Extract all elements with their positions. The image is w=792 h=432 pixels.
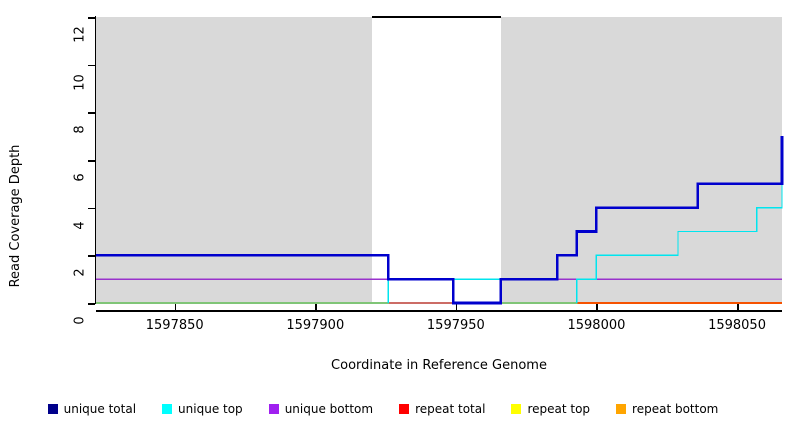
legend-label: repeat bottom xyxy=(632,402,719,416)
y-tick-label-wrap: 12 xyxy=(46,10,88,43)
y-tick xyxy=(88,64,95,67)
x-tick xyxy=(455,304,458,311)
legend-item-unique-top: unique top xyxy=(162,402,243,416)
y-tick xyxy=(88,160,95,162)
legend-label: unique bottom xyxy=(284,402,374,416)
legend-swatch xyxy=(47,404,58,414)
y-tick-label: 8 xyxy=(72,125,88,134)
x-tick-label: 1598000 xyxy=(567,318,626,333)
x-tick-label: 1598050 xyxy=(708,318,766,333)
legend-item-repeat-bottom: repeat bottom xyxy=(616,402,718,416)
y-tick xyxy=(88,255,95,257)
x-tick xyxy=(174,304,177,311)
y-tick xyxy=(88,112,95,114)
y-tick-label: 2 xyxy=(72,268,88,277)
legend-item-unique-bottom: unique bottom xyxy=(268,402,374,416)
legend-swatch xyxy=(162,404,173,414)
y-tick-label-wrap: 10 xyxy=(46,58,88,91)
x-tick xyxy=(596,304,599,311)
y-axis-line xyxy=(95,16,96,304)
legend-swatch xyxy=(268,404,279,414)
x-axis-label: Coordinate in Reference Genome xyxy=(331,358,547,373)
x-axis-line xyxy=(96,310,782,312)
legend-item-repeat-top: repeat top xyxy=(511,402,590,416)
y-tick xyxy=(88,17,95,19)
y-tick-label: 6 xyxy=(72,173,88,182)
y-tick-label: 12 xyxy=(72,26,88,43)
series-line-unique-bottom xyxy=(96,278,782,304)
y-tick-label-wrap: 4 xyxy=(46,201,88,229)
legend-swatch xyxy=(399,404,410,414)
series-line-unique-top xyxy=(96,160,783,304)
y-axis-label: Read Coverage Depth xyxy=(8,144,23,288)
x-tick xyxy=(315,304,317,311)
y-tick xyxy=(88,207,95,210)
legend-swatch xyxy=(511,404,522,414)
x-tick xyxy=(737,304,739,311)
x-tick-label: 1597950 xyxy=(426,318,485,333)
y-tick-label: 4 xyxy=(72,221,88,230)
legend-label: repeat top xyxy=(527,402,591,416)
y-axis-label-wrap: Read Coverage Depth xyxy=(4,0,28,432)
legend-swatch xyxy=(616,404,627,414)
legend-item-repeat-total: repeat total xyxy=(399,402,485,416)
y-tick-label-wrap: 8 xyxy=(46,105,88,134)
y-tick-label-wrap: 0 xyxy=(46,296,88,324)
y-tick-label: 0 xyxy=(72,316,88,325)
unique-region-top-border xyxy=(371,16,501,18)
x-tick-label: 1597850 xyxy=(145,318,204,333)
y-tick xyxy=(88,303,95,305)
series-lines xyxy=(96,136,784,305)
legend-item-unique-total: unique total xyxy=(47,402,137,416)
legend-label: repeat total xyxy=(415,402,486,416)
legend-label: unique total xyxy=(63,402,137,416)
series-line-unique-total xyxy=(96,136,784,305)
y-tick-label: 10 xyxy=(72,73,88,91)
legend-label: unique top xyxy=(178,402,243,416)
chart-legend: unique total unique top unique bottom repea… xyxy=(0,398,792,420)
y-tick-label-wrap: 6 xyxy=(46,153,88,181)
y-tick-label-wrap: 2 xyxy=(46,248,88,277)
x-tick-label: 1597900 xyxy=(286,318,345,333)
